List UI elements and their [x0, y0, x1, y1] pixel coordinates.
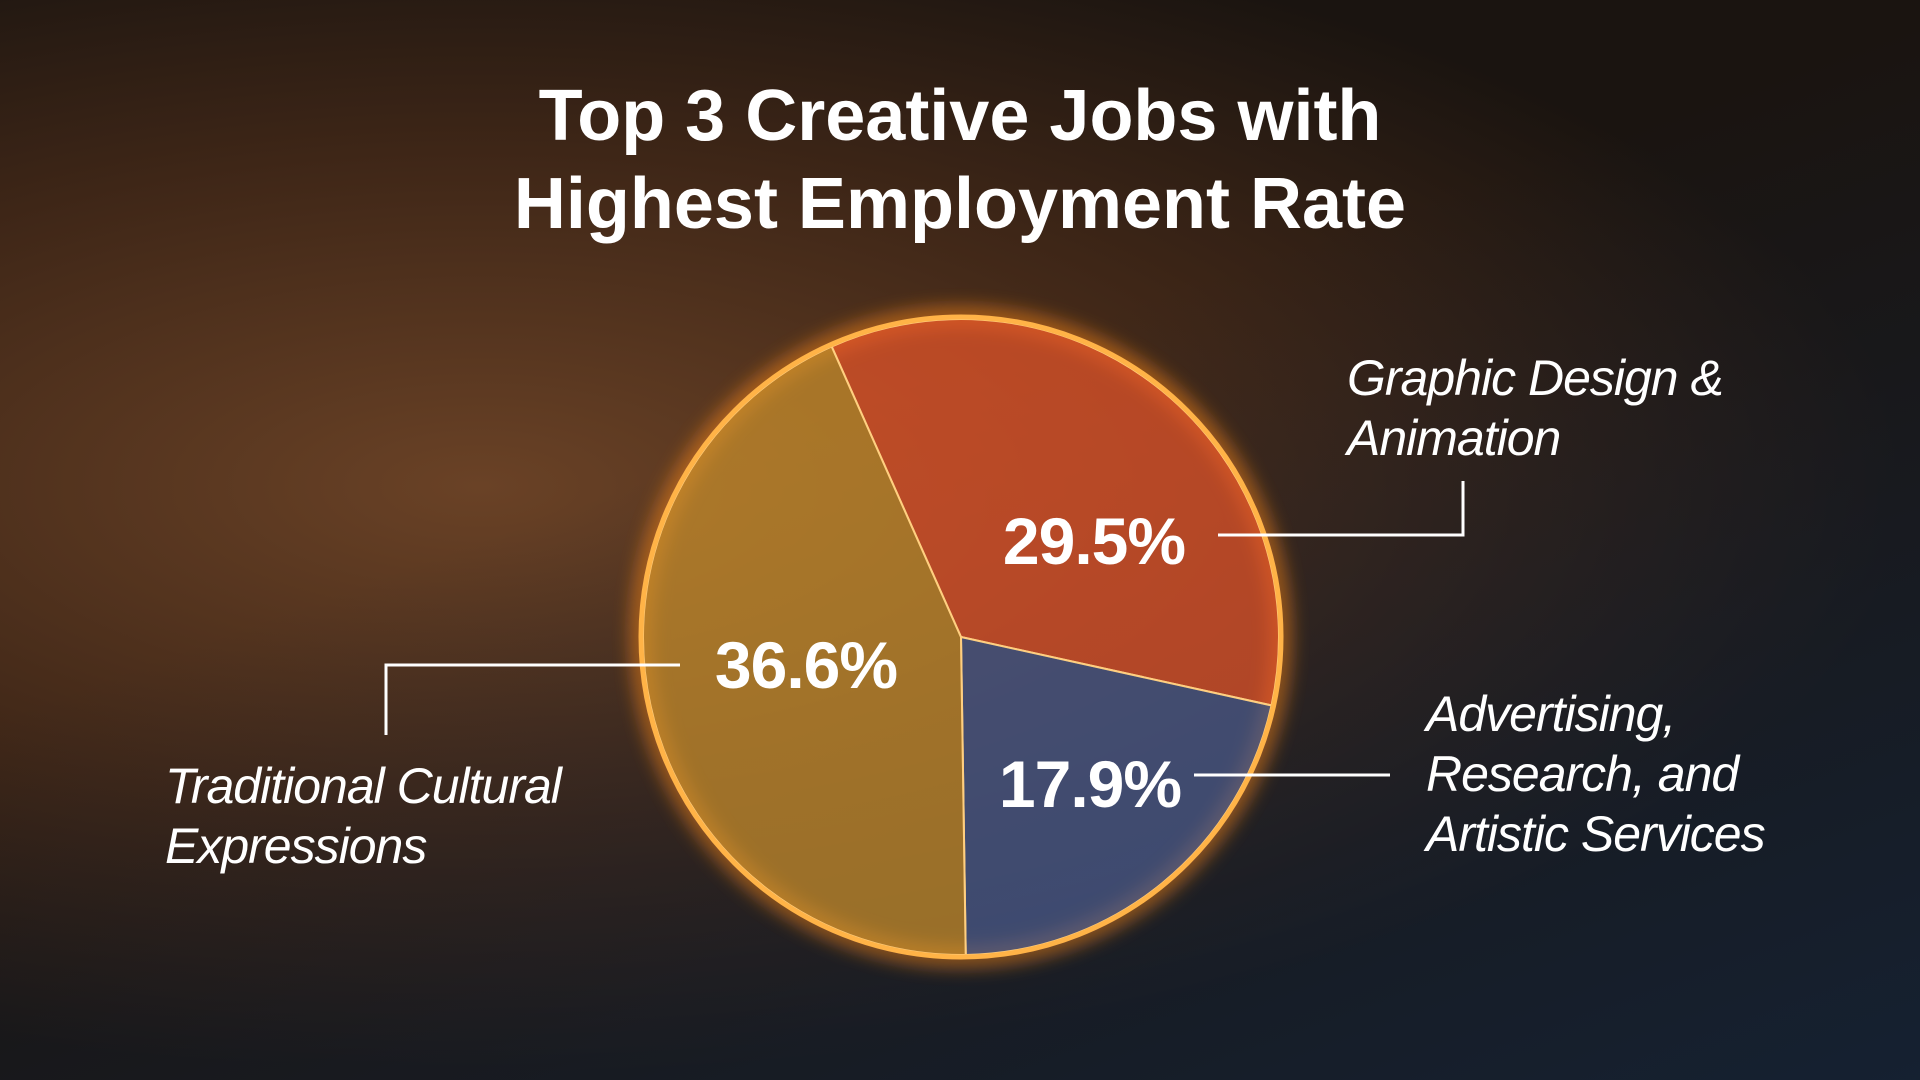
value-label: 17.9%	[998, 747, 1182, 821]
category-label: Graphic Design & Animation	[1347, 350, 1724, 466]
pie-rim	[638, 314, 1284, 960]
leader-line	[1218, 481, 1465, 537]
leader-line	[384, 663, 680, 735]
value-label: 36.6%	[714, 628, 898, 702]
category-label: Advertising, Research, and Artistic Serv…	[1426, 686, 1766, 862]
chart-title: Top 3 Creative Jobs with Highest Employm…	[513, 76, 1407, 244]
value-label: 29.5%	[1002, 504, 1186, 578]
category-label: Traditional Cultural Expressions	[165, 758, 562, 874]
